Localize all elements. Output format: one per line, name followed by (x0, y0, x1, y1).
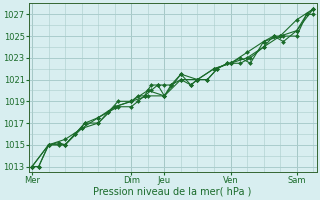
X-axis label: Pression niveau de la mer( hPa ): Pression niveau de la mer( hPa ) (93, 187, 252, 197)
